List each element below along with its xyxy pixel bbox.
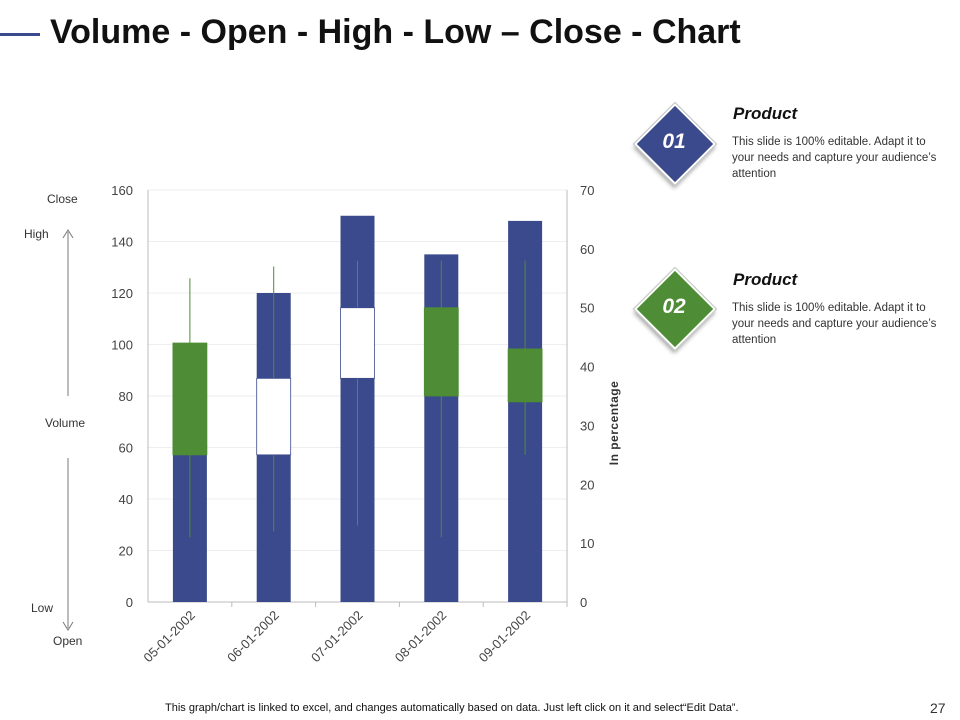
x-tick-label: 09-01-2002 <box>476 608 534 666</box>
y-tick-label: 160 <box>111 183 133 198</box>
volume-label: Volume <box>45 416 85 430</box>
page-number: 27 <box>930 700 946 716</box>
y-tick-label: 40 <box>119 492 133 507</box>
x-tick-label: 05-01-2002 <box>140 608 198 666</box>
candle-body-down <box>507 348 543 403</box>
x-tick-label: 06-01-2002 <box>224 608 282 666</box>
x-tick-label: 08-01-2002 <box>392 608 450 666</box>
y2-tick-label: 30 <box>580 418 594 433</box>
y2-tick-label: 70 <box>580 183 594 198</box>
y2-tick-label: 60 <box>580 242 594 257</box>
close-label: Close <box>47 192 78 206</box>
low-label: Low <box>31 601 53 615</box>
product-2-title: Product <box>733 270 798 289</box>
y-tick-label: 20 <box>119 544 133 559</box>
y2-tick-label: 0 <box>580 595 587 610</box>
y-tick-label: 140 <box>111 235 133 250</box>
y2-tick-label: 50 <box>580 301 594 316</box>
y2-tick-label: 20 <box>580 477 594 492</box>
title-accent-bar <box>0 33 40 36</box>
candle-body-down <box>423 307 459 397</box>
footer-note: This graph/chart is linked to excel, and… <box>165 702 739 714</box>
product-2-number: 02 <box>662 295 686 318</box>
candle-body-up <box>340 307 375 379</box>
product-1-number: 01 <box>662 130 686 153</box>
x-tick-label: 07-01-2002 <box>308 608 366 666</box>
y-tick-label: 0 <box>126 595 133 610</box>
y-tick-label: 120 <box>111 286 133 301</box>
product-1-description: This slide is 100% editable. Adapt it to… <box>732 136 937 180</box>
candle-body-down <box>172 342 208 456</box>
y2-axis-title: In percentage <box>607 381 621 466</box>
candle-body-up <box>256 377 292 456</box>
y-tick-label: 60 <box>119 441 133 456</box>
product-1-title: Product <box>733 104 798 123</box>
y2-tick-label: 40 <box>580 360 594 375</box>
candlesticks <box>172 260 543 538</box>
high-label: High <box>24 227 49 241</box>
page-title: Volume - Open - High - Low – Close - Cha… <box>50 13 741 51</box>
y-tick-label: 100 <box>111 338 133 353</box>
y2-tick-label: 10 <box>580 536 594 551</box>
low-arrow-head-icon <box>62 621 74 631</box>
open-label: Open <box>53 634 82 648</box>
y-tick-label: 80 <box>119 389 133 404</box>
product-2-description: This slide is 100% editable. Adapt it to… <box>732 302 937 346</box>
high-arrow-head-icon <box>62 229 74 239</box>
